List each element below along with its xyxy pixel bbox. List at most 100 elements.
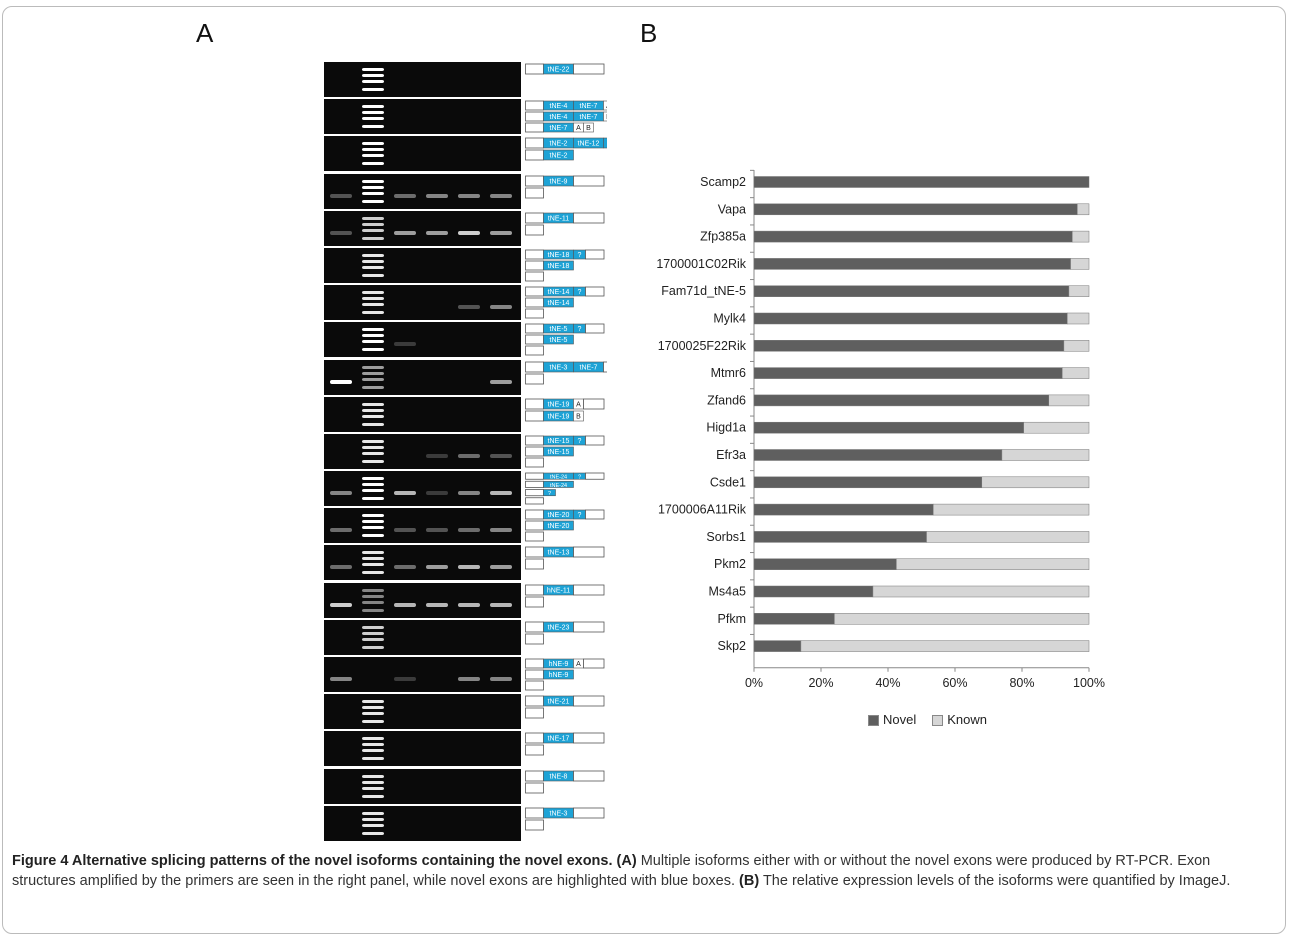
exon-label: ? [578, 475, 581, 481]
exon-box-flank [525, 695, 544, 707]
exon-structure: tNE-9 [525, 175, 605, 208]
exon-box-flank [525, 410, 544, 422]
caption-b-label: (B) [739, 873, 760, 889]
exon-label: tNE-2 [550, 141, 568, 148]
gel-band [362, 199, 384, 203]
exon-label: tNE-7 [580, 103, 598, 110]
gel-band [362, 297, 384, 301]
exon-label: ? [578, 438, 582, 445]
exon-box-flank [573, 732, 605, 744]
bar-novel [753, 367, 1063, 379]
exon-box-flank [525, 547, 544, 558]
exon-box-flank [525, 680, 544, 691]
gel-band [362, 377, 384, 381]
bar-novel [753, 258, 1071, 270]
exon-box-flank [525, 669, 544, 680]
exon-box-flank [525, 398, 544, 410]
legend-label-novel: Novel [883, 712, 917, 727]
exon-box-flank [585, 435, 605, 446]
gel-band [362, 303, 384, 307]
panel-label-a: A [196, 18, 214, 48]
gel-band [394, 565, 416, 570]
gel-image [324, 657, 521, 692]
legend-item-novel: Novel [868, 712, 916, 727]
exon-box-flank [525, 472, 544, 480]
exon-box-flank [525, 770, 544, 781]
exon-box-flank [525, 435, 544, 446]
exon-box-flank [525, 149, 544, 161]
gel-band [490, 491, 512, 496]
novel-exon [543, 446, 574, 457]
figure-caption: Figure 4 Alternative splicing patterns o… [12, 851, 1272, 891]
exon-box-flank [525, 480, 544, 488]
gel-row: PfkmtNE-8 [150, 768, 620, 805]
gel-band [490, 305, 512, 310]
exon-label: tNE-19 [548, 413, 570, 420]
bar-novel [753, 585, 874, 598]
gel-band [362, 749, 384, 753]
gel-row: 1700006A11RiktNE-23 [150, 619, 620, 656]
gel-band [330, 379, 352, 384]
known-exon [573, 410, 584, 421]
bar-known [1048, 394, 1090, 407]
gel-row: Scamp2tNE-9 [150, 173, 620, 210]
gel-band [362, 125, 384, 129]
gel-band [362, 265, 384, 269]
gel-band [362, 445, 384, 449]
exon-label: tNE-2 [550, 153, 568, 160]
exon-box-flank [525, 260, 544, 271]
gel-band [362, 588, 384, 592]
gel-band [330, 193, 352, 198]
bar-novel [753, 285, 1070, 297]
gel-band [362, 780, 384, 784]
gel-band [362, 451, 384, 455]
gel-band [362, 422, 384, 426]
exon-box-flank [525, 100, 544, 111]
exon-label: ? [548, 491, 551, 497]
exon-box-flank [525, 297, 544, 308]
gel-band [362, 365, 384, 369]
gel-row: Csde1hNE-11 [150, 582, 620, 619]
exon-box-flank [525, 446, 544, 457]
gel-band [362, 477, 384, 481]
bar-novel [753, 449, 1003, 461]
bar-known [1061, 367, 1090, 379]
bar-known [834, 613, 1090, 625]
gel-image [324, 545, 521, 581]
bar-known [981, 476, 1090, 489]
gel-band [362, 489, 384, 493]
gel-band [362, 526, 384, 530]
exon-box-flank [525, 621, 544, 633]
exon-box-flank [525, 520, 544, 531]
gel-band [458, 677, 480, 681]
gel-band [362, 348, 384, 352]
gel-band [330, 528, 352, 533]
exon-label: ? [578, 512, 582, 519]
gel-band [458, 453, 480, 458]
gel-band [362, 273, 384, 277]
bar-known [1070, 258, 1090, 270]
novel-exon [543, 481, 574, 488]
exon-box-flank [525, 819, 544, 831]
category-label: Zfp385a [700, 230, 746, 244]
gel-band [362, 253, 384, 257]
gel-row: Higd1atNE-20?tNE-20 [150, 507, 620, 544]
exon-label: tNE-18 [548, 252, 570, 259]
exon-box-flank [525, 361, 544, 372]
exon-label: tNE-4 [550, 103, 568, 110]
exon-box-flank [525, 744, 544, 756]
exon-box-flank [525, 137, 544, 149]
exon-label: tNE-5 [550, 326, 568, 333]
exon-label: tNE-24 [550, 483, 567, 489]
gel-row: Dnahc2tNE-22 [150, 61, 620, 98]
gel-band [362, 823, 384, 827]
category-label: Csde1 [710, 475, 746, 489]
gel-row: VapatNE-11 [150, 210, 620, 247]
caption-a-text: Multiple isoforms either with or without… [12, 853, 1211, 889]
category-label: Mtmr6 [711, 366, 746, 380]
gel-band [330, 230, 352, 235]
